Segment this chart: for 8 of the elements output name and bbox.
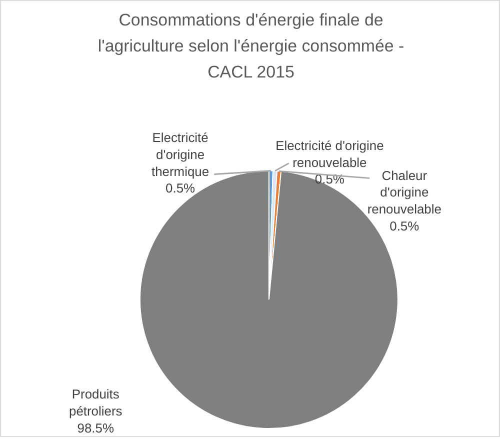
slice-label: Produits pétroliers [69,386,122,419]
data-label: 0.5% [166,180,196,196]
slice-label: Chaleur d'origine renouvelable [367,168,442,217]
slice-label: Electricité d'origine renouvelable [276,138,384,170]
data-label: 98.5% [77,420,114,436]
chart-title: Consommations d'énergie finale de l'agriculture selon l'énergie consommée - CACL 2015 [98,10,404,82]
data-label: 0.5% [390,218,420,234]
slice-label: Electricité d'origine thermique [152,130,210,179]
